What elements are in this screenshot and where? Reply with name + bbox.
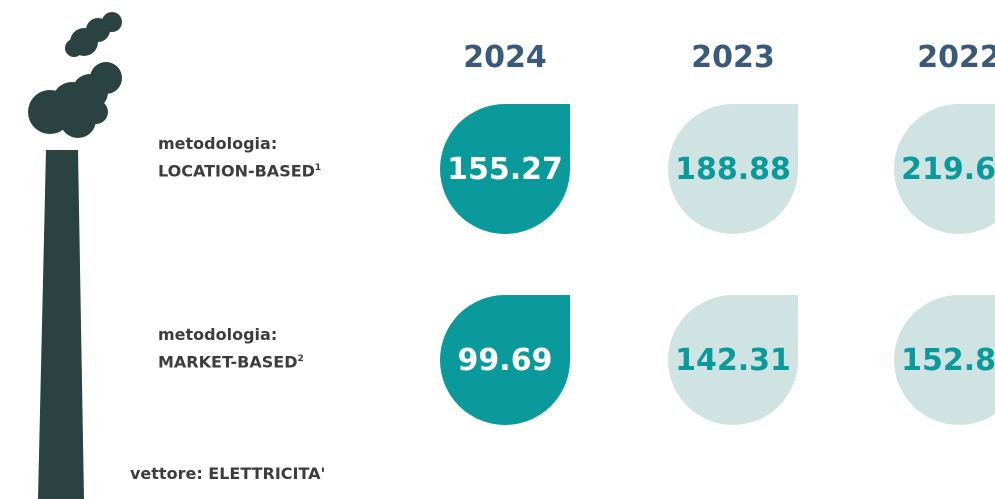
smokestack bbox=[28, 12, 122, 499]
method-prefix: metodologia: bbox=[158, 134, 278, 153]
year-header: 2024 bbox=[463, 40, 547, 75]
method-line: MARKET-BASED2 bbox=[158, 347, 304, 374]
value-drop: 219.63 bbox=[894, 104, 995, 234]
footnote-ref: 1 bbox=[314, 163, 322, 173]
method-name: MARKET-BASED bbox=[158, 352, 298, 372]
year-header: 2022 bbox=[917, 40, 995, 75]
row-label: metodologia: MARKET-BASED2 bbox=[158, 323, 304, 374]
year-header: 2023 bbox=[691, 40, 775, 75]
value-drop: 188.88 bbox=[668, 104, 798, 234]
method-line: LOCATION-BASED1 bbox=[158, 156, 321, 183]
value-drop: 152.85 bbox=[894, 295, 995, 425]
value-drop: 99.69 bbox=[440, 295, 570, 425]
footer-label: vettore: ELETTRICITA' bbox=[130, 464, 326, 483]
value-drop: 142.31 bbox=[668, 295, 798, 425]
value-drop: 155.27 bbox=[440, 104, 570, 234]
method-name: LOCATION-BASED bbox=[158, 161, 315, 181]
footnote-ref: 2 bbox=[297, 354, 304, 364]
row-label: metodologia: LOCATION-BASED1 bbox=[158, 132, 321, 183]
method-prefix: metodologia: bbox=[158, 325, 278, 344]
